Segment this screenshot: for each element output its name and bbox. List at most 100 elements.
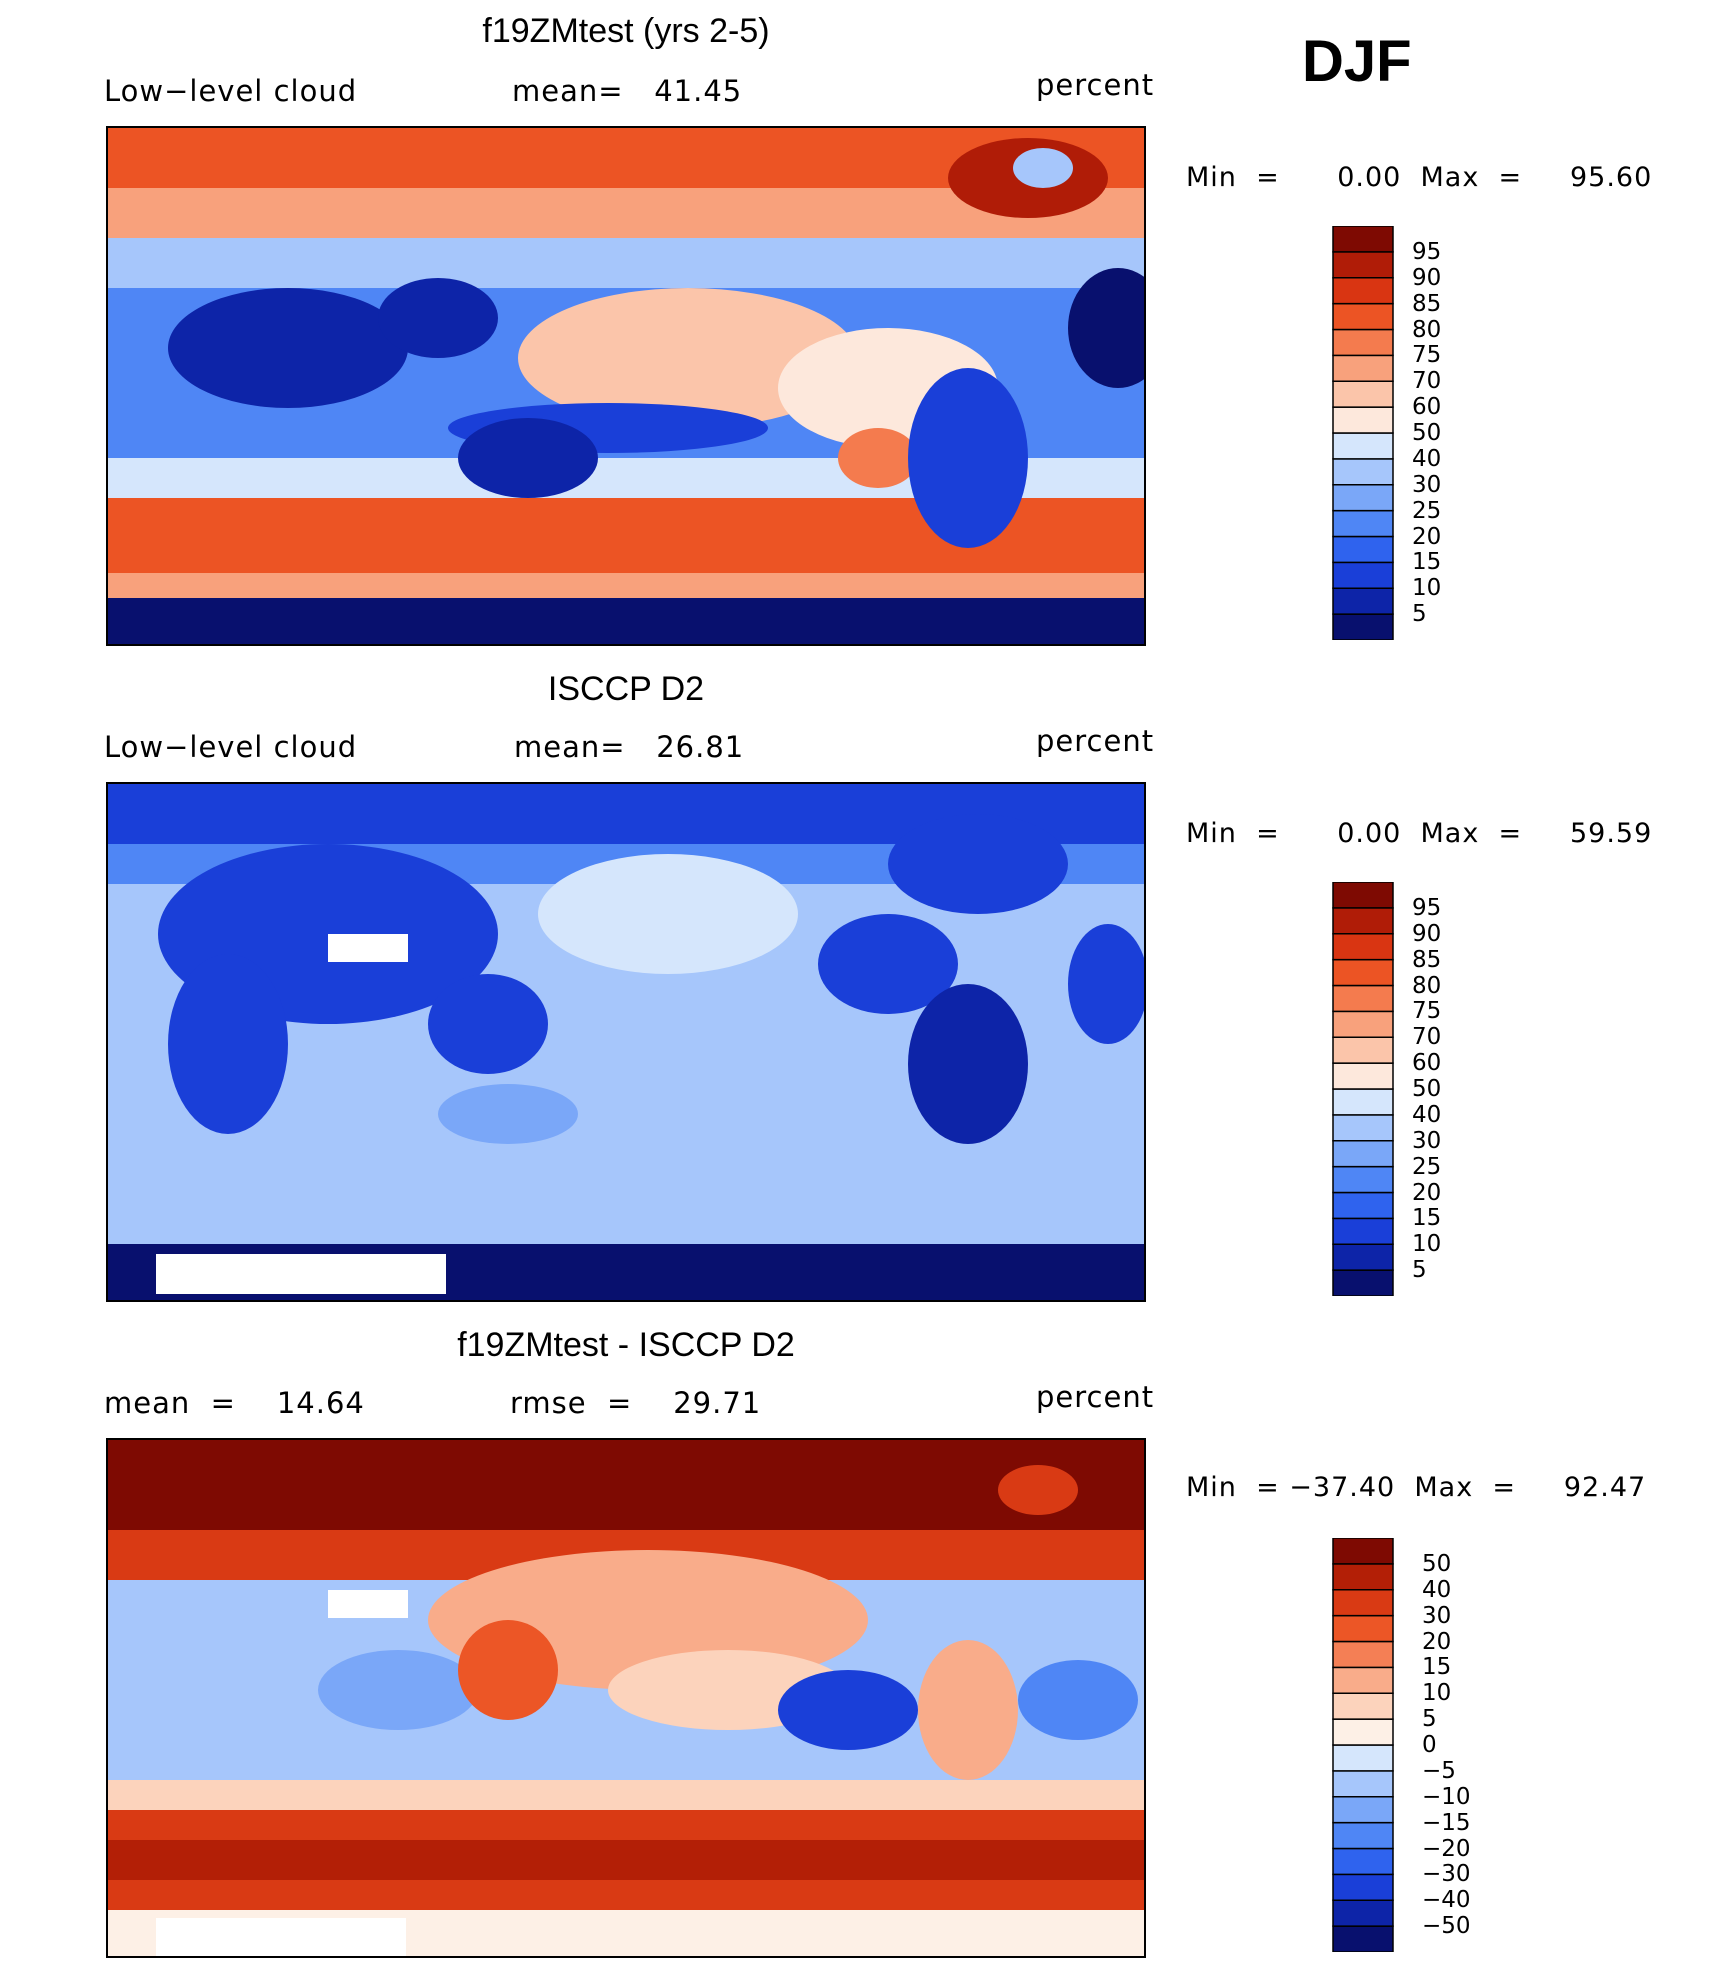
colorbar-tick-label: 40 [1412, 445, 1442, 472]
colorbar-tick-label: 50 [1422, 1550, 1452, 1577]
colorbar-swatch [1332, 458, 1394, 486]
colorbar-swatch [1332, 535, 1394, 564]
colorbar-swatch [1332, 1243, 1394, 1271]
colorbar-tick-label: 20 [1412, 1179, 1442, 1206]
colorbar-swatch [1332, 432, 1394, 460]
colorbar-swatch [1332, 1010, 1394, 1038]
colorbar-tick-label: 50 [1412, 420, 1442, 446]
colorbar-swatch [1332, 1062, 1394, 1090]
colorbar-swatch [1332, 406, 1394, 434]
colorbar-swatch [1332, 984, 1394, 1013]
colorbar-swatch [1332, 1036, 1394, 1064]
colorbar-swatch [1332, 354, 1394, 382]
rmse-label: rmse = 29.71 [510, 1386, 762, 1420]
units-label: percent [1036, 1380, 1155, 1414]
colorbar-swatch [1332, 613, 1394, 641]
season-label: DJF [1302, 29, 1412, 94]
colorbar-swatch [1332, 561, 1394, 589]
panel-title: ISCCP D2 [547, 670, 705, 708]
colorbar-swatch [1332, 1191, 1394, 1220]
colorbar-tick-label: 30 [1422, 1602, 1452, 1629]
colorbar-tick-label: 60 [1412, 394, 1442, 421]
colorbar-tick-label: 85 [1412, 290, 1442, 317]
colorbar-swatch [1332, 1692, 1394, 1720]
colorbar-tick-label: 25 [1412, 1153, 1442, 1180]
colorbar-swatch [1332, 1114, 1394, 1142]
colorbar-tick-label: 40 [1422, 1576, 1452, 1603]
colorbar-swatch [1332, 277, 1394, 305]
colorbar-tick-label: −15 [1422, 1809, 1471, 1836]
colorbar-swatch [1332, 1614, 1394, 1643]
colorbar-tick-label: 5 [1412, 1257, 1427, 1284]
colorbar-swatch [1332, 1666, 1394, 1694]
colorbar-tick-label: −5 [1422, 1757, 1456, 1784]
colorbar-swatch [1332, 958, 1394, 987]
colorbar-swatch [1332, 1718, 1394, 1746]
colorbar-tick-label: 30 [1412, 471, 1442, 498]
colorbar-tick-label: 85 [1412, 946, 1442, 973]
colorbar-tick-label: −30 [1422, 1861, 1471, 1888]
colorbar-tick-label: 25 [1412, 497, 1442, 524]
colorbar-tick-label: 15 [1412, 1205, 1442, 1232]
colorbar-tick-label: 10 [1422, 1680, 1452, 1707]
colorbar-tick-label: 20 [1422, 1628, 1452, 1655]
colorbar-tick-label: 90 [1412, 264, 1442, 291]
mean-label: mean= 41.45 [512, 74, 743, 108]
colorbar-tick-label: 0 [1422, 1732, 1437, 1758]
panel-title: f19ZMtest - ISCCP D2 [457, 1326, 795, 1364]
colorbar-swatch [1332, 1140, 1394, 1168]
colorbar-swatch [1332, 1770, 1394, 1798]
colorbar-swatch [1332, 907, 1394, 935]
colorbar-tick-label: 95 [1412, 894, 1442, 921]
colorbar-swatch [1332, 1640, 1394, 1669]
variable-label: Low−level cloud [104, 730, 358, 764]
colorbar-model [1332, 225, 1394, 641]
colorbar-tick-label: 60 [1412, 1050, 1442, 1077]
colorbar-tick-label: 75 [1412, 342, 1442, 369]
contour-map-diff [106, 1438, 1146, 1958]
colorbar-tick-label: 15 [1422, 1654, 1452, 1681]
colorbar-tick-label: 10 [1412, 1231, 1442, 1258]
colorbar-tick-label: 90 [1412, 920, 1442, 947]
colorbar-swatch [1332, 328, 1394, 357]
colorbar-tick-label: −50 [1422, 1913, 1471, 1940]
min-max-readout: Min = −37.40 Max = 92.47 [1186, 1472, 1647, 1503]
colorbar-swatch [1332, 1563, 1394, 1591]
colorbar-swatch [1332, 1821, 1394, 1850]
colorbar-swatch [1332, 1165, 1394, 1194]
colorbar-swatch [1332, 881, 1394, 909]
colorbar-tick-label: 5 [1412, 601, 1427, 628]
colorbar-tick-label: 70 [1412, 368, 1442, 395]
colorbar-tick-label: −10 [1422, 1783, 1471, 1810]
colorbar-swatch [1332, 380, 1394, 408]
colorbar-obs [1332, 881, 1394, 1297]
colorbar-tick-label: 10 [1412, 575, 1442, 602]
colorbar-swatch [1332, 1744, 1394, 1772]
colorbar-swatch [1332, 587, 1394, 615]
colorbar-tick-label: 20 [1412, 523, 1442, 550]
colorbar-swatch [1332, 1269, 1394, 1297]
contour-map-model [106, 126, 1146, 646]
colorbar-tick-label: 30 [1412, 1127, 1442, 1154]
panel-title: f19ZMtest (yrs 2-5) [482, 12, 770, 50]
colorbar-swatch [1332, 1589, 1394, 1617]
units-label: percent [1036, 68, 1155, 102]
units-label: percent [1036, 724, 1155, 758]
colorbar-swatch [1332, 1925, 1394, 1953]
min-max-readout: Min = 0.00 Max = 95.60 [1186, 162, 1653, 193]
colorbar-swatch [1332, 1873, 1394, 1901]
mean-label: mean= 26.81 [514, 730, 745, 764]
colorbar-tick-label: 70 [1412, 1024, 1442, 1051]
contour-map-obs [106, 782, 1146, 1302]
colorbar-swatch [1332, 484, 1394, 512]
colorbar-tick-label: 5 [1422, 1706, 1437, 1733]
colorbar-tick-label: 80 [1412, 316, 1442, 343]
colorbar-diff [1332, 1537, 1394, 1953]
colorbar-swatch [1332, 225, 1394, 253]
colorbar-swatch [1332, 1899, 1394, 1927]
mean-label: mean = 14.64 [104, 1386, 365, 1420]
colorbar-tick-label: 95 [1412, 238, 1442, 265]
colorbar-swatch [1332, 509, 1394, 538]
variable-label: Low−level cloud [104, 74, 358, 108]
colorbar-swatch [1332, 302, 1394, 331]
